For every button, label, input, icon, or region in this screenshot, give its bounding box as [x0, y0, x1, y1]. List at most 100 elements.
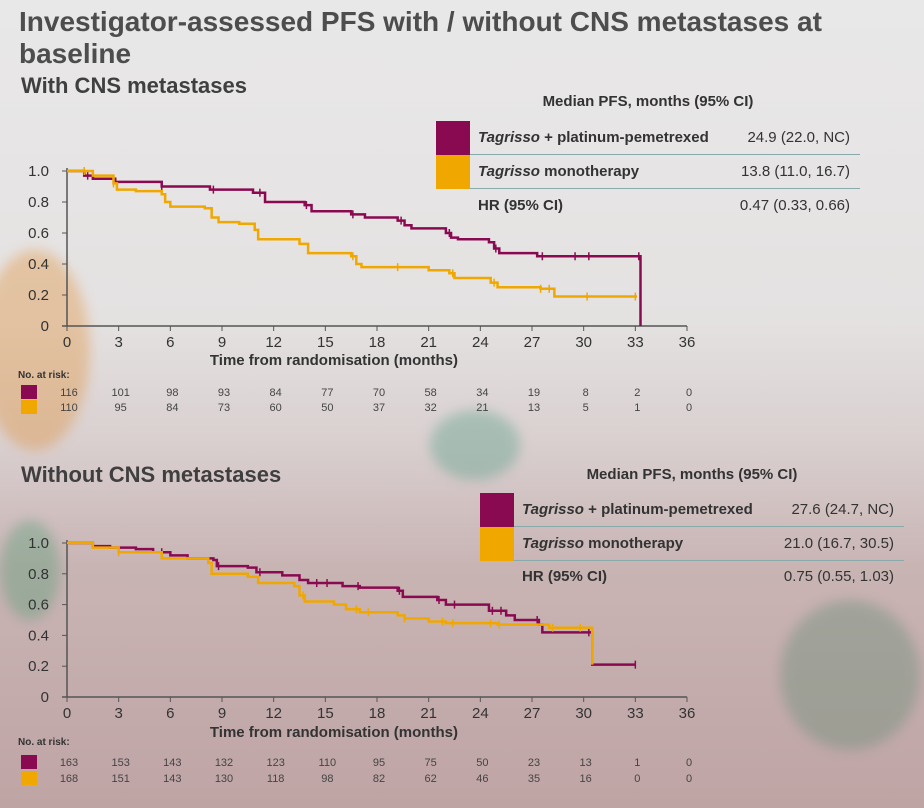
- risk-count: 77: [321, 387, 333, 399]
- legend-row-hr: HR (95% CI) 0.47 (0.33, 0.66): [436, 189, 860, 223]
- risk-count: 21: [476, 402, 488, 414]
- x-tick-label: 15: [317, 705, 334, 722]
- x-tick-label: 18: [369, 334, 386, 351]
- risk-count: 110: [319, 757, 337, 769]
- risk-swatch: [21, 385, 37, 399]
- x-tick-label: 3: [114, 334, 122, 351]
- x-axis-label: Time from randomisation (months): [210, 352, 458, 369]
- x-tick-label: 36: [679, 334, 696, 351]
- x-tick-label: 9: [218, 705, 226, 722]
- x-tick-label: 21: [420, 334, 437, 351]
- combo-swatch: [436, 121, 470, 155]
- risk-count: 151: [111, 773, 129, 785]
- hr-value: 0.47 (0.33, 0.66): [739, 197, 850, 214]
- risk-count: 75: [425, 757, 437, 769]
- risk-count: 73: [218, 402, 230, 414]
- regimen: + platinum-pemetrexed: [583, 501, 753, 518]
- hr-value: 0.75 (0.55, 1.03): [783, 568, 894, 585]
- x-tick-label: 6: [166, 705, 174, 722]
- risk-count: 5: [583, 402, 589, 414]
- risk-count: 95: [373, 757, 385, 769]
- x-tick-label: 21: [420, 705, 437, 722]
- drug-name: Tagrisso: [478, 129, 540, 146]
- risk-count: 23: [528, 757, 540, 769]
- y-tick-label: 0.2: [28, 658, 49, 675]
- median-value: 27.6 (24.7, NC): [791, 501, 894, 518]
- mono-swatch: [436, 155, 470, 189]
- risk-count: 143: [163, 757, 181, 769]
- y-tick-label: 1.0: [28, 535, 49, 552]
- risk-count: 93: [218, 387, 230, 399]
- x-tick-label: 30: [575, 334, 592, 351]
- x-tick-label: 0: [63, 334, 71, 351]
- legend-row-mono: Tagrisso monotherapy 21.0 (16.7, 30.5): [480, 527, 904, 561]
- x-tick-label: 27: [524, 705, 541, 722]
- risk-count: 116: [60, 387, 78, 399]
- x-tick-label: 27: [524, 334, 541, 351]
- risk-count: 35: [528, 773, 540, 785]
- median-value: 21.0 (16.7, 30.5): [783, 535, 894, 552]
- risk-count: 58: [425, 387, 437, 399]
- risk-count: 13: [580, 757, 592, 769]
- risk-count: 0: [686, 757, 692, 769]
- risk-count: 8: [583, 387, 589, 399]
- y-tick-label: 0.4: [28, 256, 49, 273]
- risk-count: 60: [270, 402, 282, 414]
- x-tick-label: 3: [114, 705, 122, 722]
- y-tick-label: 0.6: [28, 225, 49, 242]
- x-tick-label: 18: [369, 705, 386, 722]
- y-tick-label: 0.4: [28, 627, 49, 644]
- drug-name: Tagrisso: [478, 163, 540, 180]
- km-curve-mono: [67, 169, 638, 298]
- x-tick-label: 36: [679, 705, 696, 722]
- risk-count: 84: [270, 387, 282, 399]
- legend-row-combo: Tagrisso + platinum-pemetrexed 27.6 (24.…: [480, 493, 904, 527]
- risk-swatch: [21, 400, 37, 414]
- risk-count: 1: [634, 757, 640, 769]
- risk-count: 0: [686, 387, 692, 399]
- combo-swatch: [480, 493, 514, 527]
- risk-count: 70: [373, 387, 385, 399]
- x-tick-label: 12: [265, 705, 282, 722]
- risk-count: 1: [634, 402, 640, 414]
- risk-count: 101: [111, 387, 129, 399]
- y-tick-label: 0.2: [28, 287, 49, 304]
- risk-count: 143: [163, 773, 181, 785]
- risk-label: No. at risk:: [18, 737, 70, 748]
- panel-2-legend: Median PFS, months (95% CI) Tagrisso + p…: [480, 466, 910, 596]
- panel-2-subtitle: Without CNS metastases: [21, 462, 282, 487]
- y-tick-label: 0.6: [28, 597, 49, 614]
- risk-count: 13: [528, 402, 540, 414]
- risk-count: 0: [634, 773, 640, 785]
- x-tick-label: 24: [472, 705, 489, 722]
- risk-count: 0: [686, 402, 692, 414]
- risk-swatch: [21, 771, 37, 785]
- risk-label: No. at risk:: [18, 370, 70, 381]
- risk-count: 50: [321, 402, 333, 414]
- risk-count: 98: [321, 773, 333, 785]
- risk-count: 50: [476, 757, 488, 769]
- risk-count: 32: [425, 402, 437, 414]
- legend-header: Median PFS, months (95% CI): [586, 466, 798, 483]
- risk-count: 98: [166, 387, 178, 399]
- x-tick-label: 33: [627, 334, 644, 351]
- risk-count: 62: [425, 773, 437, 785]
- y-tick-label: 0.8: [28, 194, 49, 211]
- risk-count: 110: [60, 402, 78, 414]
- risk-swatch: [21, 755, 37, 769]
- risk-count: 130: [215, 773, 233, 785]
- x-tick-label: 15: [317, 334, 334, 351]
- regimen: monotherapy: [539, 163, 640, 180]
- risk-count: 163: [60, 757, 78, 769]
- x-axis-label: Time from randomisation (months): [210, 724, 458, 741]
- y-tick-label: 0: [41, 689, 49, 706]
- x-tick-label: 9: [218, 334, 226, 351]
- risk-count: 2: [634, 387, 640, 399]
- km-curve-mono: [67, 541, 594, 665]
- x-tick-label: 33: [627, 705, 644, 722]
- y-tick-label: 1.0: [28, 163, 49, 180]
- y-tick-label: 0: [41, 318, 49, 335]
- risk-count: 132: [215, 757, 233, 769]
- regimen: + platinum-pemetrexed: [539, 129, 709, 146]
